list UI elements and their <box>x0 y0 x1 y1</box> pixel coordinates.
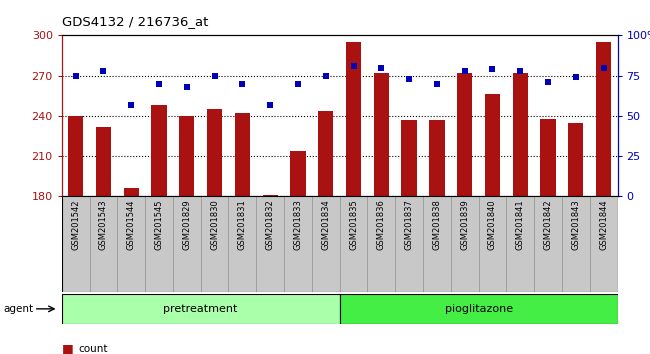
Bar <box>201 196 229 292</box>
Point <box>515 68 525 74</box>
Text: agent: agent <box>3 304 33 314</box>
Text: GSM201542: GSM201542 <box>71 199 80 250</box>
Bar <box>179 116 194 196</box>
Text: GSM201834: GSM201834 <box>321 199 330 250</box>
Text: GSM201831: GSM201831 <box>238 199 247 250</box>
Bar <box>124 188 139 196</box>
Point <box>154 81 164 87</box>
Point <box>70 73 81 79</box>
Bar <box>367 196 395 292</box>
Text: GSM201844: GSM201844 <box>599 199 608 250</box>
Text: count: count <box>78 344 107 354</box>
Bar <box>485 95 500 196</box>
Bar <box>402 120 417 196</box>
Bar <box>339 294 618 324</box>
Bar <box>395 196 423 292</box>
Text: GDS4132 / 216736_at: GDS4132 / 216736_at <box>62 15 208 28</box>
Bar <box>590 196 618 292</box>
Text: GSM201841: GSM201841 <box>515 199 525 250</box>
Text: GSM201833: GSM201833 <box>293 199 302 250</box>
Bar <box>207 109 222 196</box>
Bar <box>451 196 478 292</box>
Text: GSM201840: GSM201840 <box>488 199 497 250</box>
Bar <box>534 196 562 292</box>
Point <box>404 76 414 82</box>
Bar <box>513 73 528 196</box>
Bar <box>284 196 312 292</box>
Bar <box>429 120 445 196</box>
Text: pioglitazone: pioglitazone <box>445 304 513 314</box>
Bar <box>62 196 90 292</box>
Text: ■: ■ <box>62 342 73 354</box>
Bar <box>145 196 173 292</box>
Text: GSM201839: GSM201839 <box>460 199 469 250</box>
Text: GSM201836: GSM201836 <box>377 199 386 250</box>
Text: GSM201543: GSM201543 <box>99 199 108 250</box>
Bar <box>374 73 389 196</box>
Bar <box>457 73 473 196</box>
Point <box>460 68 470 74</box>
Point <box>265 102 276 108</box>
Text: GSM201829: GSM201829 <box>182 199 191 250</box>
Text: GSM201837: GSM201837 <box>404 199 413 250</box>
Bar <box>173 196 201 292</box>
Text: pretreatment: pretreatment <box>164 304 238 314</box>
Text: GSM201545: GSM201545 <box>155 199 164 250</box>
Bar <box>291 151 306 196</box>
Point <box>488 67 498 72</box>
Text: GSM201843: GSM201843 <box>571 199 580 250</box>
Bar <box>478 196 506 292</box>
Point <box>543 79 553 85</box>
Bar <box>506 196 534 292</box>
Bar <box>540 119 556 196</box>
Text: GSM201544: GSM201544 <box>127 199 136 250</box>
Bar <box>256 196 284 292</box>
Bar <box>90 196 117 292</box>
Text: GSM201842: GSM201842 <box>543 199 552 250</box>
Point <box>237 81 248 87</box>
Text: GSM201838: GSM201838 <box>432 199 441 250</box>
Bar <box>263 195 278 196</box>
Bar <box>96 127 111 196</box>
Bar <box>312 196 339 292</box>
Point <box>599 65 609 70</box>
Bar <box>346 42 361 196</box>
Bar <box>339 196 367 292</box>
Bar <box>318 110 333 196</box>
Point <box>126 102 136 108</box>
Text: GSM201835: GSM201835 <box>349 199 358 250</box>
Point <box>320 73 331 79</box>
Point <box>292 81 303 87</box>
Bar <box>568 122 584 196</box>
Point <box>432 81 442 87</box>
Bar <box>423 196 451 292</box>
Point <box>348 63 359 69</box>
Bar <box>596 42 611 196</box>
Bar <box>62 294 339 324</box>
Text: GSM201832: GSM201832 <box>266 199 275 250</box>
Bar <box>562 196 590 292</box>
Point <box>209 73 220 79</box>
Point <box>181 84 192 90</box>
Bar <box>229 196 256 292</box>
Bar <box>117 196 145 292</box>
Bar <box>68 116 83 196</box>
Bar <box>235 113 250 196</box>
Point <box>571 74 581 80</box>
Point <box>98 68 109 74</box>
Point <box>376 65 387 70</box>
Bar <box>151 105 166 196</box>
Text: GSM201830: GSM201830 <box>210 199 219 250</box>
